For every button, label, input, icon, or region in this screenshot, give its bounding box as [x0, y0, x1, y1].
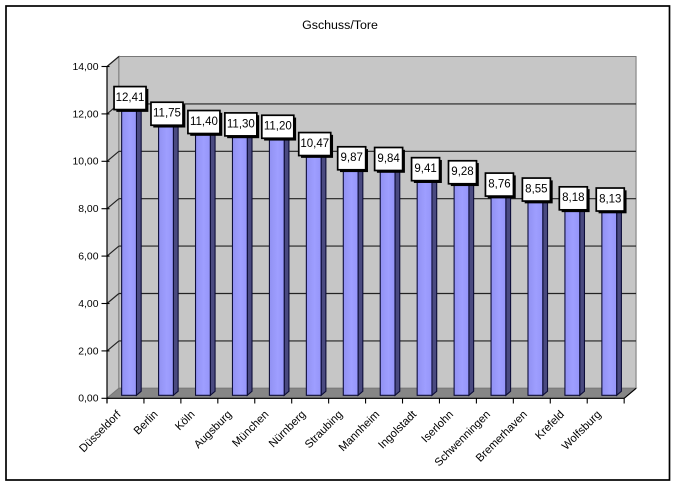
svg-text:0,00: 0,00 — [78, 394, 98, 405]
svg-text:11,75: 11,75 — [153, 108, 181, 120]
svg-text:9,28: 9,28 — [451, 166, 473, 178]
svg-text:11,30: 11,30 — [227, 118, 255, 130]
svg-text:8,18: 8,18 — [562, 192, 584, 204]
svg-text:12,00: 12,00 — [72, 109, 98, 120]
svg-text:4,00: 4,00 — [78, 299, 98, 310]
svg-text:6,00: 6,00 — [78, 252, 98, 263]
svg-text:8,00: 8,00 — [78, 204, 98, 215]
svg-text:9,87: 9,87 — [340, 152, 362, 164]
svg-text:12,41: 12,41 — [116, 92, 145, 104]
svg-text:14,00: 14,00 — [72, 62, 98, 73]
svg-text:10,47: 10,47 — [300, 138, 329, 150]
svg-text:2,00: 2,00 — [78, 346, 98, 357]
svg-text:11,40: 11,40 — [190, 116, 218, 128]
svg-text:Gschuss/Tore: Gschuss/Tore — [302, 18, 378, 32]
svg-text:9,84: 9,84 — [377, 153, 400, 165]
svg-text:8,76: 8,76 — [488, 178, 510, 190]
svg-text:8,13: 8,13 — [599, 193, 621, 205]
svg-text:9,41: 9,41 — [414, 163, 436, 175]
svg-text:10,00: 10,00 — [72, 157, 98, 168]
svg-text:11,20: 11,20 — [264, 121, 292, 133]
svg-text:8,55: 8,55 — [525, 183, 547, 195]
